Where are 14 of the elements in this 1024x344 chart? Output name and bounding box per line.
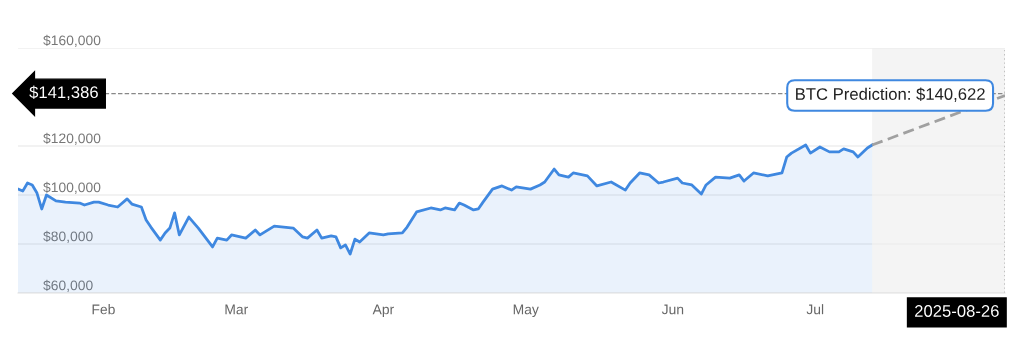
x-tick-label: Jun (661, 304, 684, 315)
x-tick-label: Apr (372, 304, 394, 318)
ref-line-label: 2025-08-26 (915, 305, 999, 317)
y-tick-label: $60,000 (43, 279, 93, 292)
x-tick-label: Jul (806, 304, 824, 315)
y-tick-label: $100,000 (43, 181, 101, 194)
annotation: BTC Prediction: $140,622 (796, 87, 985, 102)
y-tick-label: $160,000 (43, 34, 101, 47)
ref-line-label: $141,386 (29, 85, 98, 101)
x-tick-label: May (513, 304, 539, 318)
x-tick-label: Mar (225, 304, 249, 315)
y-tick-label: $120,000 (43, 132, 101, 145)
x-tick-label: Feb (92, 304, 115, 315)
y-tick-label: $80,000 (43, 230, 93, 243)
